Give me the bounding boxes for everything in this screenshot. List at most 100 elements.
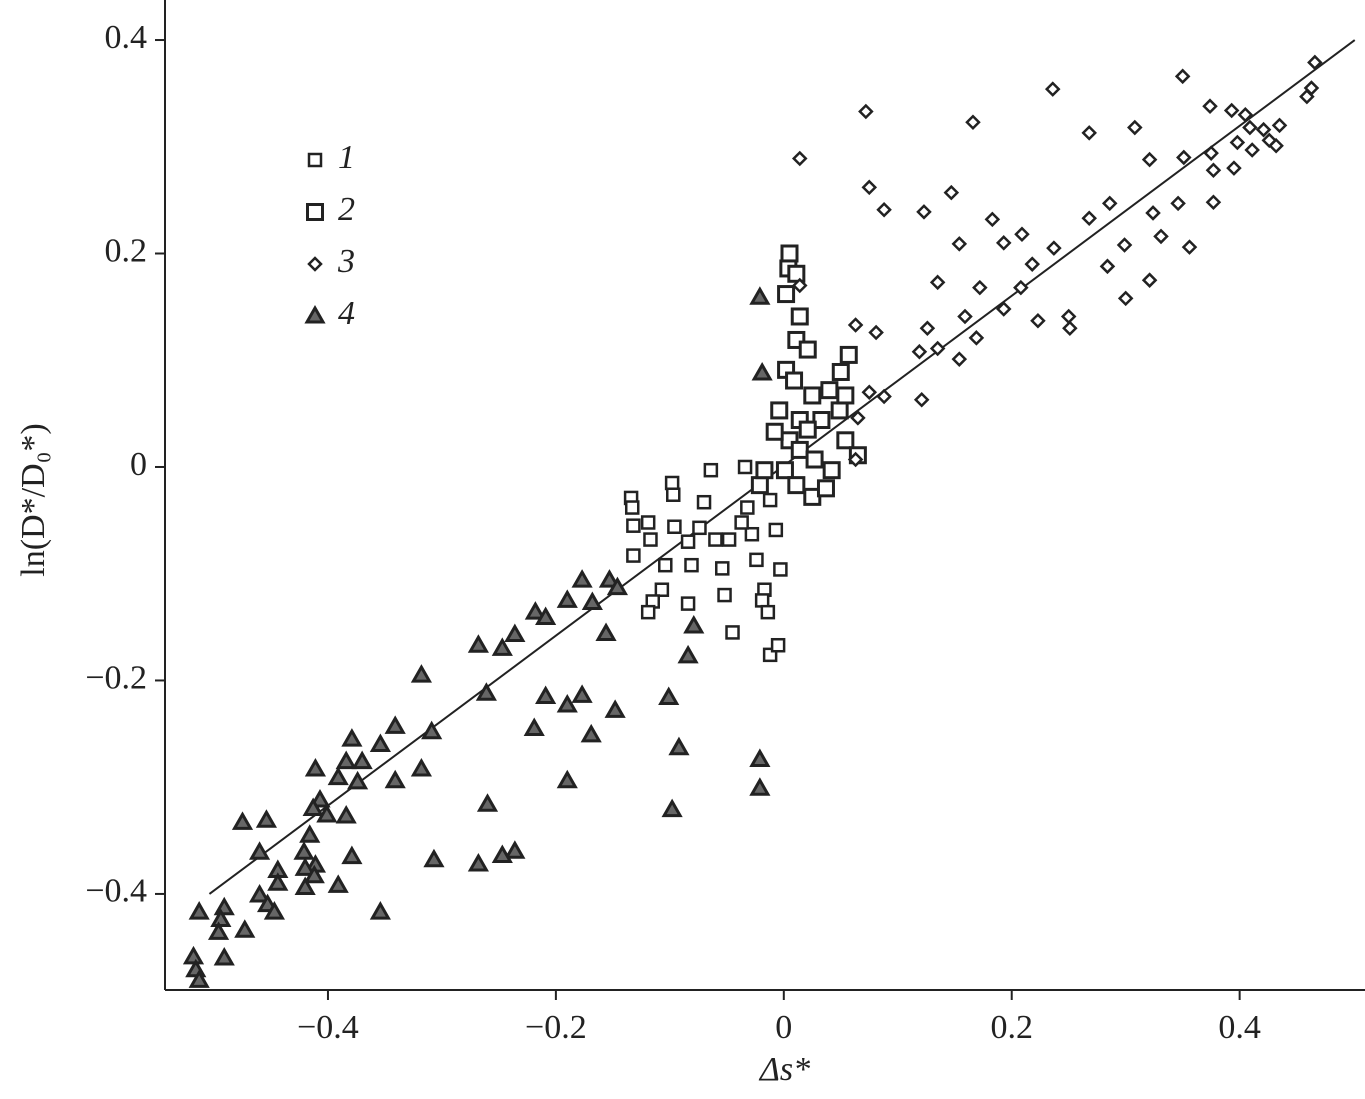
point	[791, 277, 808, 294]
point	[249, 841, 271, 860]
point	[188, 901, 210, 920]
point	[467, 853, 489, 872]
point	[876, 201, 892, 218]
y-tick-label: −0.2	[85, 659, 147, 696]
point	[1174, 68, 1191, 85]
point	[666, 487, 681, 502]
point	[911, 343, 928, 360]
point	[369, 901, 391, 920]
point	[341, 845, 363, 865]
legend-label: 3	[337, 243, 355, 280]
point	[768, 522, 784, 538]
point	[523, 717, 545, 736]
point	[335, 804, 357, 824]
point	[369, 733, 391, 753]
legend-marker	[307, 256, 323, 272]
point	[384, 715, 406, 734]
point	[790, 307, 809, 326]
point	[335, 750, 357, 770]
point	[294, 876, 316, 896]
point	[1153, 228, 1169, 245]
x-tick-label: 0.2	[990, 1009, 1033, 1046]
point	[770, 401, 789, 420]
point	[861, 179, 878, 196]
point	[580, 723, 602, 743]
point	[858, 103, 874, 120]
point	[182, 945, 205, 965]
point	[188, 969, 210, 988]
point	[929, 340, 946, 357]
point	[316, 803, 338, 823]
point	[658, 557, 673, 573]
point	[1202, 98, 1218, 114]
y-axis-label: ln(D*/D₀*)	[15, 423, 52, 577]
point	[1203, 145, 1219, 161]
x-tick-label: −0.4	[297, 1009, 359, 1046]
point	[750, 476, 769, 495]
y-tick-label: −0.4	[85, 873, 147, 910]
point	[850, 410, 866, 426]
point	[1176, 149, 1192, 166]
point	[777, 285, 796, 304]
point	[207, 921, 230, 940]
point	[234, 919, 256, 938]
point	[1014, 226, 1030, 243]
point	[696, 494, 712, 510]
point	[787, 476, 806, 495]
point	[1141, 272, 1158, 288]
point	[1223, 102, 1240, 119]
point	[785, 371, 804, 390]
point	[708, 532, 723, 547]
point	[664, 475, 680, 491]
point	[1244, 142, 1260, 158]
point	[595, 622, 617, 641]
point	[773, 562, 788, 577]
point	[293, 841, 315, 860]
point	[1307, 54, 1323, 71]
legend-label: 2	[338, 191, 355, 228]
point	[737, 459, 753, 475]
point	[803, 386, 822, 405]
legend-label: 4	[338, 295, 355, 332]
point	[751, 362, 773, 381]
point	[604, 699, 626, 718]
point	[303, 864, 325, 884]
point	[749, 777, 771, 796]
point	[263, 901, 285, 920]
point	[951, 351, 968, 367]
point	[1271, 117, 1288, 134]
y-tick-label: 0.2	[105, 232, 148, 269]
point	[491, 844, 513, 864]
point	[1030, 312, 1046, 329]
point	[213, 896, 235, 916]
point	[1101, 195, 1118, 212]
point	[836, 386, 855, 405]
point	[995, 301, 1012, 317]
point	[535, 685, 557, 704]
legend-marker	[304, 304, 326, 324]
point	[384, 769, 406, 789]
point	[1255, 121, 1272, 138]
point	[421, 720, 443, 740]
point	[916, 204, 932, 220]
point	[1060, 308, 1077, 325]
y-tick-label: 0.4	[105, 19, 148, 56]
point	[760, 604, 776, 620]
point	[1242, 119, 1258, 136]
point	[1081, 125, 1097, 141]
point	[1229, 134, 1246, 151]
point	[830, 401, 849, 420]
point	[643, 532, 658, 547]
point	[680, 596, 696, 611]
point	[943, 184, 960, 201]
point	[341, 728, 363, 747]
point	[1117, 290, 1134, 307]
point	[968, 330, 985, 346]
point	[984, 211, 1001, 228]
point	[755, 461, 774, 480]
point	[661, 798, 683, 818]
point	[640, 604, 656, 620]
point	[740, 500, 755, 515]
point	[1226, 160, 1242, 176]
point	[929, 274, 946, 291]
